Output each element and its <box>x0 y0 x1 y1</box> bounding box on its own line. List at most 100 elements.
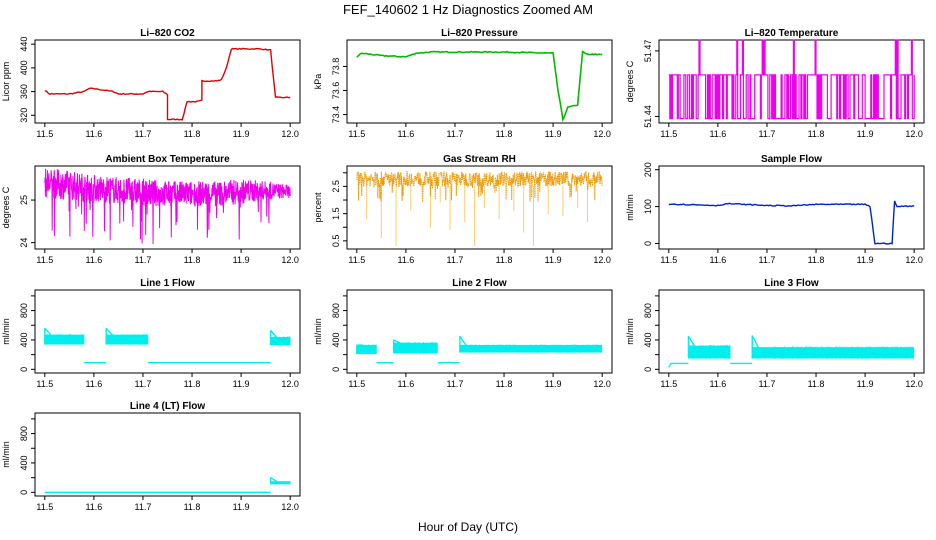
series-line <box>668 39 915 120</box>
x-tick-label: 11.6 <box>85 255 102 265</box>
flow-peak <box>687 335 696 347</box>
panel-title: Gas Stream RH <box>443 154 516 165</box>
x-tick-label: 11.9 <box>857 379 874 389</box>
x-tick-label: 11.5 <box>348 129 365 139</box>
panel-title: Line 2 Flow <box>452 278 507 289</box>
x-tick-label: 11.8 <box>184 379 201 389</box>
y-axis-label: kPa <box>313 74 323 90</box>
x-tick-label: 11.9 <box>233 379 250 389</box>
flow-band <box>270 337 291 346</box>
panel-rh: Gas Stream RH percent 11.5 11.6 11.7 11.8 11.9… <box>313 154 613 265</box>
figure-title: FEF_140602 1 Hz Diagnostics Zoomed AM <box>343 2 593 17</box>
flow-peak <box>44 327 52 336</box>
panel-title: Li–820 CO2 <box>140 28 195 39</box>
y-axis-label: ml/min <box>313 318 323 345</box>
x-tick-label: 12.0 <box>905 255 923 265</box>
y-tick-label: 73.4 <box>331 106 341 124</box>
series-line <box>668 200 915 245</box>
y-tick-label: 0 <box>643 367 653 372</box>
y-tick-label: 24 <box>19 238 29 248</box>
x-tick-label: 11.7 <box>135 379 152 389</box>
x-tick-label: 11.8 <box>496 129 513 139</box>
flow-band <box>356 345 377 354</box>
y-axis-label: ml/min <box>1 441 11 468</box>
x-tick-label: 11.7 <box>759 255 776 265</box>
y-axis-label: degrees C <box>1 186 11 228</box>
y-axis-label: ml/min <box>625 318 635 345</box>
x-tick-label: 12.0 <box>281 255 299 265</box>
plot-frame <box>346 39 613 124</box>
x-tick-label: 11.9 <box>857 255 874 265</box>
x-tick-label: 11.9 <box>233 255 250 265</box>
y-tick-label: 2.5 <box>331 180 341 193</box>
y-axis-label: ml/min <box>1 318 11 345</box>
x-tick-label: 12.0 <box>905 379 923 389</box>
panel-title: Line 3 Flow <box>764 278 819 289</box>
x-tick-label: 12.0 <box>905 129 923 139</box>
x-tick-label: 11.8 <box>184 129 201 139</box>
y-tick-label: 0 <box>331 367 341 372</box>
x-tick-label: 11.7 <box>135 255 152 265</box>
plot-frame <box>658 165 925 250</box>
x-tick-label: 11.9 <box>545 129 562 139</box>
y-tick-label: 0 <box>19 367 29 372</box>
y-tick-label: 51.47 <box>643 40 653 63</box>
plot-frame <box>658 289 925 374</box>
plot-frame <box>34 165 301 250</box>
x-tick-label: 11.5 <box>660 129 677 139</box>
x-tick-label: 11.5 <box>36 129 53 139</box>
flow-peak <box>270 329 278 338</box>
x-tick-label: 11.9 <box>233 129 250 139</box>
x-tick-label: 11.5 <box>660 255 677 265</box>
panel-pressure: Li–820 Pressure kPa 11.5 11.6 11.7 11.8 11.9 12… <box>313 28 613 139</box>
x-tick-label: 11.7 <box>447 255 464 265</box>
flow-peak <box>393 339 400 344</box>
panel-title: Line 1 Flow <box>140 278 195 289</box>
y-tick-label: 360 <box>19 84 29 99</box>
x-tick-label: 12.0 <box>593 379 611 389</box>
flow-peak <box>751 335 759 348</box>
x-tick-label: 12.0 <box>281 129 299 139</box>
x-tick-label: 11.8 <box>184 255 201 265</box>
y-tick-label: 440 <box>19 37 29 52</box>
y-tick-label: 400 <box>19 455 29 470</box>
plot-frame <box>34 39 301 124</box>
x-tick-label: 11.8 <box>808 255 825 265</box>
x-tick-label: 11.5 <box>348 379 365 389</box>
x-tick-label: 11.6 <box>709 379 726 389</box>
x-tick-label: 11.6 <box>397 129 414 139</box>
panel-sample: Sample Flow ml/min 11.5 11.6 11.7 11.8 11.9 12.… <box>625 154 925 265</box>
panel-title: Li–820 Temperature <box>745 28 839 39</box>
flow-peak <box>459 335 467 346</box>
panel-ambient: Ambient Box Temperature degrees C 11.5 11.6… <box>1 154 301 265</box>
plot-frame <box>658 39 925 124</box>
x-tick-label: 12.0 <box>281 379 299 389</box>
x-tick-label: 11.9 <box>545 255 562 265</box>
y-tick-label: 0.5 <box>331 235 341 248</box>
x-tick-label: 11.8 <box>184 502 201 512</box>
y-tick-label: 0 <box>643 241 653 246</box>
x-tick-label: 12.0 <box>593 129 611 139</box>
x-tick-label: 11.6 <box>397 255 414 265</box>
panel-title: Sample Flow <box>761 154 822 165</box>
panel-title: Line 4 (LT) Flow <box>130 401 206 412</box>
x-tick-label: 11.6 <box>397 379 414 389</box>
x-tick-label: 11.7 <box>447 379 464 389</box>
y-tick-label: 51.44 <box>643 105 653 128</box>
y-tick-label: 800 <box>331 303 341 318</box>
y-axis-label: percent <box>313 192 323 223</box>
y-tick-label: 0 <box>19 490 29 495</box>
x-tick-label: 11.7 <box>135 129 152 139</box>
plot-frame <box>34 412 301 497</box>
x-tick-label: 11.5 <box>36 255 53 265</box>
y-tick-label: 400 <box>19 60 29 75</box>
x-tick-label: 11.5 <box>36 502 53 512</box>
x-tick-label: 11.8 <box>496 379 513 389</box>
x-tick-label: 11.6 <box>85 502 102 512</box>
panel-line3: Line 3 Flow ml/min 11.5 11.6 11.7 11.8 11.9 12.… <box>625 278 925 389</box>
panels: Li–820 CO2 Licor ppm 11.5 11.6 11.7 11.8 11.9 1… <box>1 28 925 512</box>
flow-peak <box>105 327 113 336</box>
flow-peak <box>270 477 277 482</box>
x-tick-label: 11.8 <box>496 255 513 265</box>
